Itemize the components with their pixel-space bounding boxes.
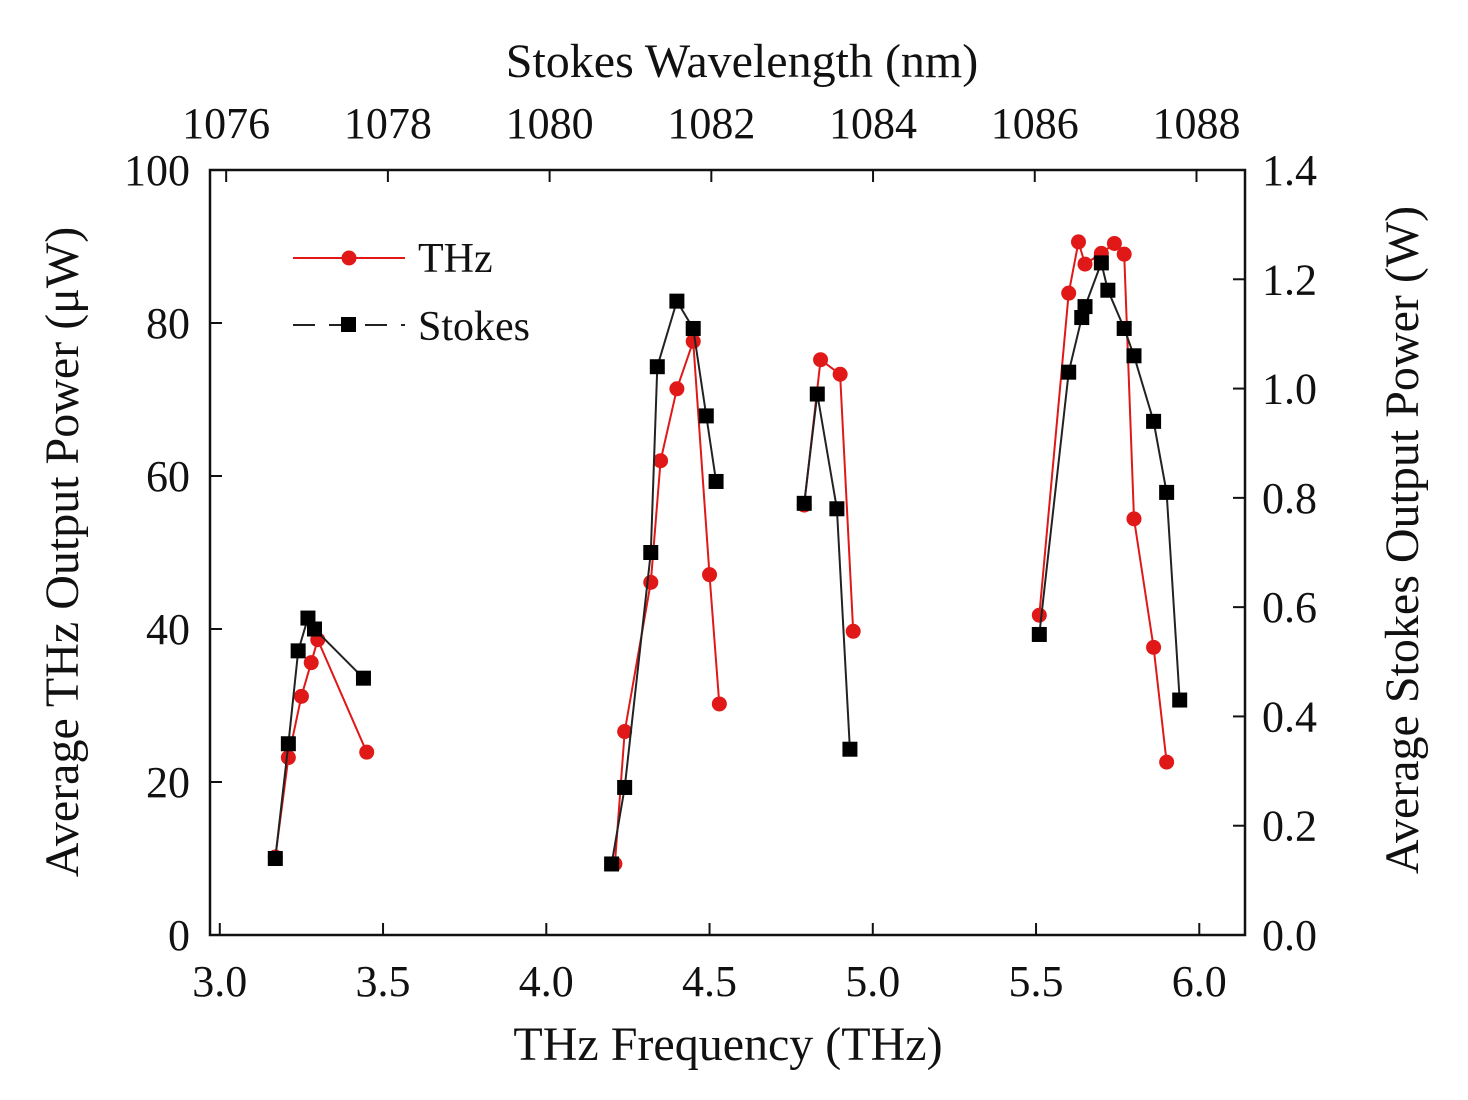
- top-x-tick-label: 1084: [829, 99, 917, 148]
- top-x-tick-label: 1078: [344, 99, 432, 148]
- series-layer: [267, 234, 1188, 872]
- series-thz-point: [1126, 511, 1142, 527]
- legend: THz Stokes: [293, 236, 530, 350]
- x-tick-label: 3.5: [356, 957, 411, 1006]
- series-thz-point: [1061, 285, 1077, 301]
- top-x-tick-label: 1086: [991, 99, 1079, 148]
- series-thz-point: [1077, 256, 1093, 272]
- y-tick-label: 80: [146, 299, 190, 348]
- top-x-axis-title: Stokes Wavelength (nm): [506, 35, 979, 88]
- series-stokes-point: [1126, 348, 1142, 364]
- series-thz-line: [613, 341, 721, 864]
- y2-axis-title: Average Stokes Output Power (W): [1376, 206, 1429, 874]
- series-stokes-point: [796, 495, 812, 511]
- series-stokes-line: [1038, 259, 1181, 701]
- series-stokes-point: [685, 320, 701, 336]
- axis-ticks: 3.0 3.5 4.0 4.5 5.0 5.5 6.0 1076 1078 1080 1082 108…: [124, 99, 1317, 1006]
- series-stokes-point: [708, 473, 724, 489]
- y2-tick-label: 0.6: [1262, 583, 1317, 632]
- x-tick-label: 5.5: [1009, 957, 1064, 1006]
- series-thz-point: [1106, 235, 1122, 251]
- series-thz-line: [1038, 241, 1168, 763]
- legend-thz-marker: [341, 250, 357, 266]
- series-thz-point: [280, 750, 296, 766]
- series-thz-point: [685, 333, 701, 349]
- series-thz-point: [617, 724, 633, 740]
- series-stokes-point: [267, 851, 283, 866]
- legend-stokes-marker: [341, 317, 356, 332]
- series-stokes-point: [280, 736, 296, 752]
- series-thz-point: [293, 688, 309, 704]
- y-tick-label: 0: [168, 911, 190, 960]
- y-tick-label: 60: [146, 452, 190, 501]
- series-stokes-point: [1116, 320, 1132, 336]
- plot-frame: [208, 168, 1247, 937]
- series-thz-point: [359, 744, 375, 760]
- series-stokes-point: [1159, 484, 1175, 500]
- series-thz-point: [1070, 234, 1086, 250]
- top-x-tick-label: 1076: [182, 99, 270, 148]
- y2-tick-label: 0.4: [1262, 692, 1317, 741]
- series-stokes-point: [649, 359, 665, 375]
- y2-tick-label: 1.2: [1262, 255, 1317, 304]
- series-thz-point: [702, 567, 718, 583]
- legend-stokes-label: Stokes: [418, 304, 530, 350]
- series-thz-point: [845, 623, 861, 639]
- x-tick-label: 4.0: [519, 957, 574, 1006]
- x-axis-title: THz Frequency (THz): [513, 1018, 942, 1071]
- series-stokes-point: [604, 856, 620, 872]
- series-thz-point: [653, 453, 669, 469]
- legend-thz-label: THz: [418, 236, 493, 282]
- series-thz-point: [643, 574, 659, 590]
- series-thz-point: [832, 366, 848, 382]
- series-stokes-point: [355, 670, 371, 686]
- series-thz-point: [1146, 639, 1162, 655]
- series-stokes-point: [1093, 255, 1109, 271]
- series-thz-point: [813, 352, 829, 368]
- series-stokes-point: [643, 545, 659, 560]
- series-stokes-point: [1100, 282, 1116, 298]
- series-thz-point: [303, 655, 319, 671]
- series-stokes-point: [617, 779, 633, 795]
- series-stokes-point: [669, 293, 685, 309]
- series-stokes-line: [610, 298, 718, 865]
- series-stokes-line: [274, 615, 365, 859]
- y2-tick-label: 0.2: [1262, 802, 1317, 851]
- x-tick-label: 5.0: [845, 957, 900, 1006]
- series-stokes-line: [803, 393, 851, 750]
- series-stokes-point: [1077, 299, 1093, 315]
- top-x-tick-label: 1082: [667, 99, 755, 148]
- y-tick-label: 40: [146, 605, 190, 654]
- series-stokes-point: [1061, 364, 1077, 380]
- series-stokes-point: [809, 386, 825, 402]
- series-thz-point: [1031, 607, 1047, 623]
- y2-tick-label: 0.8: [1262, 474, 1317, 523]
- y-axis-title: Average THz Output Power (μW): [36, 227, 89, 877]
- series-thz-line: [274, 636, 368, 858]
- top-x-tick-label: 1088: [1152, 99, 1240, 148]
- series-thz-point: [1159, 754, 1175, 770]
- series-stokes-point: [290, 643, 306, 659]
- series-thz-point: [711, 696, 727, 712]
- y2-tick-label: 0.0: [1262, 911, 1317, 960]
- y-tick-label: 100: [124, 146, 190, 195]
- x-tick-label: 6.0: [1172, 957, 1227, 1006]
- series-stokes-point: [842, 741, 858, 757]
- y2-tick-label: 1.0: [1262, 365, 1317, 414]
- series-stokes-point: [829, 501, 845, 517]
- top-x-tick-label: 1080: [506, 99, 594, 148]
- series-stokes-point: [1146, 413, 1162, 429]
- series-stokes-point: [1172, 692, 1188, 708]
- series-thz-point: [669, 381, 685, 397]
- y2-tick-label: 1.4: [1262, 146, 1317, 195]
- x-tick-label: 3.0: [192, 957, 247, 1006]
- series-thz-point: [1116, 246, 1132, 262]
- x-tick-label: 4.5: [682, 957, 737, 1006]
- series-stokes-point: [698, 408, 714, 424]
- series-stokes-point: [1031, 626, 1047, 642]
- y-tick-label: 20: [146, 758, 190, 807]
- series-stokes-point: [306, 621, 322, 637]
